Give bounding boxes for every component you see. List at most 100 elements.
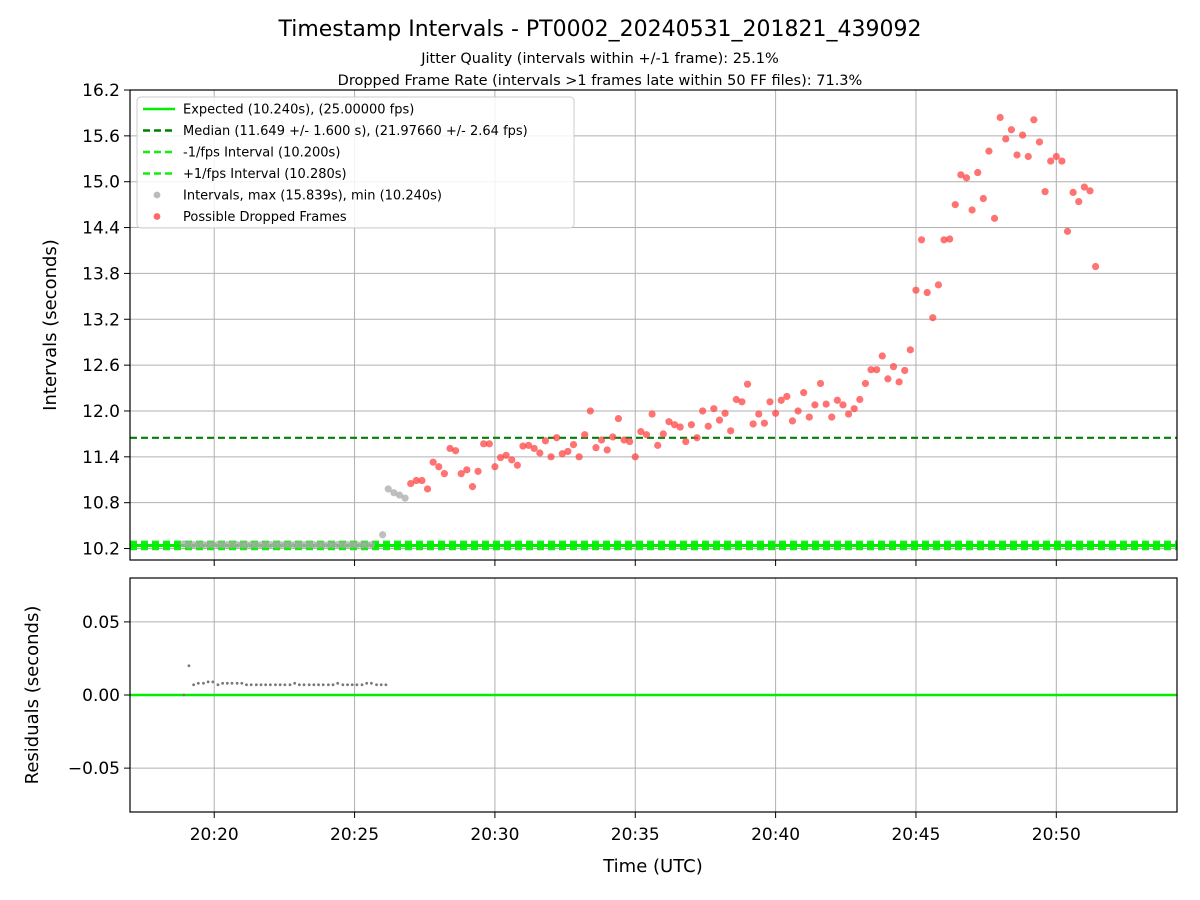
residual-point bbox=[268, 683, 272, 687]
y-tick-label: 12.0 bbox=[82, 402, 120, 422]
y-tick-label: 0.05 bbox=[82, 613, 120, 633]
dropped-frame-point bbox=[524, 441, 533, 449]
interval-point bbox=[194, 541, 202, 549]
dropped-frame-point bbox=[929, 314, 937, 322]
dropped-frame-point bbox=[1024, 152, 1032, 161]
residual-point bbox=[254, 683, 258, 687]
dropped-frame-point bbox=[749, 420, 757, 428]
residual-point bbox=[216, 683, 220, 687]
residual-point bbox=[369, 681, 373, 685]
dropped-frame-point bbox=[614, 415, 623, 423]
dropped-frame-point bbox=[597, 436, 606, 444]
legend-entry-label: Median (11.649 +/- 1.600 s), (21.97660 +… bbox=[183, 124, 528, 139]
intervals-axes-frame bbox=[129, 89, 1178, 561]
dropped-frame-point bbox=[833, 396, 841, 404]
dropped-frame-point bbox=[873, 366, 881, 374]
interval-point bbox=[266, 541, 274, 549]
dropped-frame-point bbox=[822, 400, 830, 408]
dropped-frame-point bbox=[772, 409, 780, 417]
legend-entry-label: +1/fps Interval (10.280s) bbox=[183, 167, 347, 182]
dropped-frame-point bbox=[648, 410, 656, 418]
residual-point bbox=[307, 683, 311, 687]
dropped-frame-point bbox=[850, 405, 858, 413]
y-tick-label: 0.00 bbox=[82, 686, 120, 706]
dropped-frame-point bbox=[844, 410, 853, 418]
y-tick-label: 14.4 bbox=[82, 219, 120, 239]
dropped-frame-point bbox=[912, 286, 920, 294]
dropped-frame-point bbox=[704, 422, 712, 430]
dropped-frame-point bbox=[541, 437, 550, 445]
interval-point bbox=[247, 541, 255, 549]
dropped-frame-point bbox=[1080, 183, 1088, 191]
dropped-frame-point bbox=[687, 421, 695, 429]
legend-entry-label: Possible Dropped Frames bbox=[183, 210, 347, 225]
dropped-frame-point bbox=[974, 168, 982, 177]
interval-point bbox=[228, 541, 236, 549]
interval-point bbox=[334, 541, 342, 549]
dropped-frame-point bbox=[508, 456, 516, 464]
dropped-frame-point bbox=[861, 379, 870, 388]
dropped-frame-point bbox=[968, 206, 976, 214]
dropped-frame-point bbox=[1013, 151, 1021, 159]
dropped-frame-point bbox=[418, 476, 426, 485]
dropped-frame-point bbox=[631, 453, 639, 461]
residual-point bbox=[312, 683, 316, 687]
dropped-frame-point bbox=[519, 442, 527, 450]
dropped-frame-point bbox=[783, 392, 791, 401]
y-tick-label: 10.2 bbox=[82, 540, 120, 560]
legend-dot-swatch bbox=[153, 191, 161, 199]
chart-subtitle-jitter: Jitter Quality (intervals within +/-1 fr… bbox=[420, 51, 779, 67]
dropped-frame-point bbox=[429, 458, 437, 466]
legend-dot-swatch bbox=[153, 213, 161, 220]
dropped-frame-point bbox=[412, 476, 420, 485]
residual-point bbox=[365, 681, 369, 685]
residual-point bbox=[346, 683, 349, 687]
x-axis-label: Time (UTC) bbox=[602, 856, 703, 877]
interval-point bbox=[300, 541, 308, 549]
dropped-frame-point bbox=[496, 453, 505, 462]
dropped-frame-point bbox=[816, 379, 825, 388]
legend-entry-label: Expected (10.240s), (25.00000 fps) bbox=[183, 103, 414, 118]
x-tick-label: 20:50 bbox=[1032, 825, 1081, 845]
residual-point bbox=[297, 683, 301, 687]
dropped-frame-point bbox=[676, 423, 684, 431]
dropped-frame-point bbox=[906, 346, 914, 354]
dropped-frame-point bbox=[423, 485, 432, 493]
dropped-frame-point bbox=[468, 483, 477, 491]
dropped-frame-point bbox=[682, 437, 690, 446]
residual-point bbox=[182, 693, 186, 697]
dropped-frame-point bbox=[1086, 187, 1094, 195]
residual-point bbox=[379, 683, 383, 687]
dropped-frame-point bbox=[654, 441, 662, 449]
dropped-frame-point bbox=[895, 378, 903, 386]
interval-point bbox=[401, 494, 409, 502]
dropped-frame-point bbox=[923, 288, 931, 297]
y-tick-label: 10.8 bbox=[82, 494, 120, 514]
residual-point bbox=[288, 683, 292, 687]
interval-point bbox=[353, 541, 361, 549]
dropped-frame-point bbox=[856, 395, 864, 404]
interval-point bbox=[281, 541, 289, 549]
dropped-frame-point bbox=[788, 417, 797, 425]
residual-point bbox=[235, 681, 239, 685]
intervals-y-axis-label: Intervals (seconds) bbox=[40, 239, 61, 411]
residual-point bbox=[341, 683, 345, 687]
x-tick-label: 20:40 bbox=[751, 825, 800, 845]
dropped-frame-point bbox=[1058, 157, 1066, 165]
dropped-frame-point bbox=[743, 380, 752, 388]
dropped-frame-point bbox=[530, 444, 538, 453]
dropped-frame-point bbox=[738, 398, 746, 406]
x-tick-label: 20:30 bbox=[470, 825, 519, 845]
dropped-frame-point bbox=[670, 421, 679, 429]
dropped-frame-point bbox=[710, 405, 718, 413]
residual-point bbox=[240, 681, 244, 685]
dropped-frame-point bbox=[760, 419, 768, 427]
residual-point bbox=[249, 683, 253, 687]
dropped-frame-point bbox=[979, 194, 987, 203]
residual-point bbox=[206, 680, 210, 684]
chart-subtitle-dropped: Dropped Frame Rate (intervals >1 frames … bbox=[338, 73, 863, 89]
dropped-frame-point bbox=[536, 449, 544, 457]
residual-point bbox=[302, 683, 306, 687]
residual-point bbox=[259, 683, 263, 687]
